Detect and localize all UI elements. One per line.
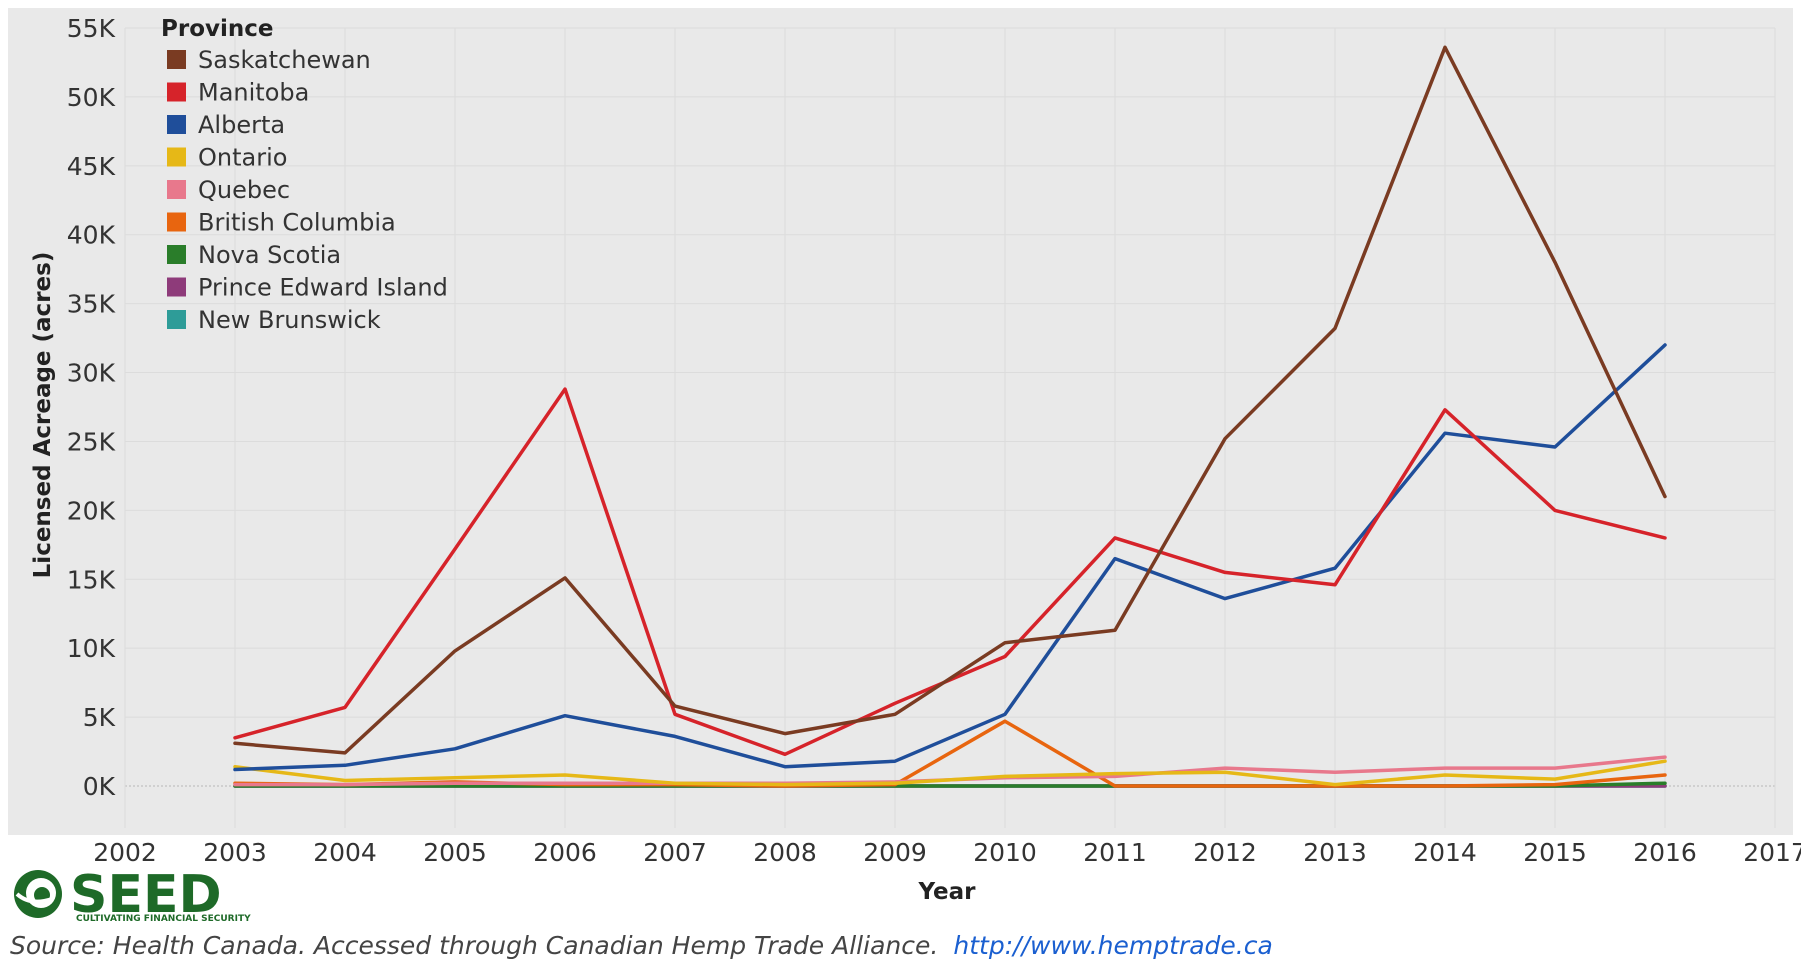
x-tick-label: 2015 bbox=[1523, 838, 1587, 867]
legend-swatch-ontario bbox=[167, 147, 186, 167]
x-tick-label: 2004 bbox=[313, 838, 377, 867]
legend-swatch-nova-scotia bbox=[167, 245, 186, 264]
seed-swirl-icon bbox=[14, 870, 62, 918]
x-tick-label: 2017 bbox=[1743, 838, 1801, 867]
source-caption: Source: Health Canada. Accessed through … bbox=[10, 931, 1273, 960]
x-tick-label: 2002 bbox=[93, 838, 157, 867]
legend: Province Saskatchewan Manitoba Alberta Onta… bbox=[161, 16, 448, 334]
legend-swatch-saskatchewan bbox=[167, 50, 186, 69]
y-tick-label: 55K bbox=[67, 14, 116, 43]
x-tick-label: 2005 bbox=[423, 838, 487, 867]
legend-label-manitoba: Manitoba bbox=[198, 79, 309, 107]
y-axis-title: Licensed Acreage (acres) bbox=[30, 252, 56, 579]
seed-logo: SEED CULTIVATING FINANCIAL SECURITY bbox=[14, 865, 251, 925]
x-tick-label: 2013 bbox=[1303, 838, 1367, 867]
x-tick-label: 2009 bbox=[863, 838, 927, 867]
legend-label-quebec: Quebec bbox=[198, 176, 290, 204]
legend-swatch-quebec bbox=[167, 180, 186, 199]
legend-label-alberta: Alberta bbox=[198, 111, 285, 139]
x-tick-label: 2014 bbox=[1413, 838, 1477, 867]
y-tick-label: 35K bbox=[67, 290, 116, 319]
x-tick-label: 2006 bbox=[533, 838, 597, 867]
legend-label-british-columbia: British Columbia bbox=[198, 209, 396, 237]
legend-title: Province bbox=[161, 16, 273, 42]
legend-swatch-manitoba bbox=[167, 82, 186, 102]
x-tick-label: 2011 bbox=[1083, 838, 1147, 867]
series-line-ontario bbox=[233, 759, 1667, 787]
gridlines bbox=[124, 27, 1776, 828]
y-tick-label: 30K bbox=[67, 359, 116, 388]
legend-label-ontario: Ontario bbox=[198, 144, 287, 172]
source-text: Source: Health Canada. Accessed through … bbox=[10, 931, 938, 960]
legend-label-prince-edward-island: Prince Edward Island bbox=[198, 274, 448, 302]
x-tick-label: 2010 bbox=[973, 838, 1037, 867]
x-tick-label: 2016 bbox=[1633, 838, 1697, 867]
x-axis-title: Year bbox=[917, 879, 976, 905]
x-tick-label: 2012 bbox=[1193, 838, 1257, 867]
y-tick-label: 45K bbox=[67, 152, 116, 181]
y-tick-label: 40K bbox=[67, 221, 116, 250]
source-link[interactable]: http://www.hemptrade.ca bbox=[953, 931, 1272, 960]
series-lines bbox=[233, 45, 1667, 788]
legend-label-new-brunswick: New Brunswick bbox=[198, 306, 381, 334]
y-axis-ticks: 0K 5K 10K 15K 20K 25K 30K 35K 40K 45K 50K 55K bbox=[67, 14, 116, 801]
x-axis-ticks: 2002 2003 2004 2005 2006 2007 2008 2009 2010 2011… bbox=[93, 838, 1801, 867]
y-tick-label: 0K bbox=[83, 772, 116, 801]
y-tick-label: 10K bbox=[67, 634, 116, 663]
x-tick-label: 2008 bbox=[753, 838, 817, 867]
y-tick-label: 5K bbox=[83, 703, 116, 732]
y-tick-label: 20K bbox=[67, 496, 116, 525]
legend-label-nova-scotia: Nova Scotia bbox=[198, 241, 341, 269]
x-tick-label: 2007 bbox=[643, 838, 707, 867]
y-tick-label: 25K bbox=[67, 427, 116, 456]
legend-swatch-british-columbia bbox=[167, 212, 186, 232]
series-line-alberta bbox=[233, 343, 1667, 772]
legend-swatch-new-brunswick bbox=[167, 310, 186, 329]
legend-swatch-alberta bbox=[167, 115, 186, 134]
y-tick-label: 15K bbox=[67, 565, 116, 594]
logo-tagline: CULTIVATING FINANCIAL SECURITY bbox=[76, 914, 251, 924]
x-tick-label: 2003 bbox=[203, 838, 267, 867]
series-line-saskatchewan bbox=[233, 45, 1667, 755]
y-tick-label: 50K bbox=[67, 83, 116, 112]
legend-swatch-prince-edward-island bbox=[167, 277, 186, 297]
logo-wordmark: SEED bbox=[70, 865, 222, 925]
legend-label-saskatchewan: Saskatchewan bbox=[198, 46, 371, 74]
